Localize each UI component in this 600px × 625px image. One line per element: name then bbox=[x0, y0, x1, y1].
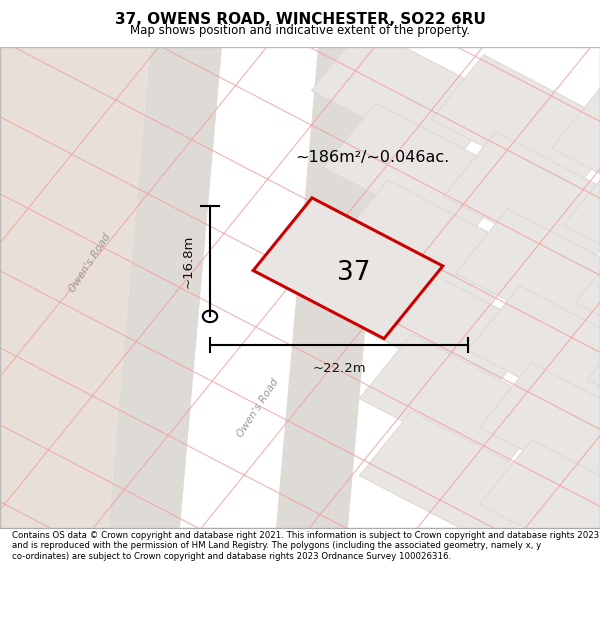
Polygon shape bbox=[359, 411, 553, 549]
Polygon shape bbox=[311, 26, 505, 164]
Polygon shape bbox=[443, 132, 600, 270]
Polygon shape bbox=[455, 209, 600, 347]
Polygon shape bbox=[359, 334, 553, 472]
Text: ~22.2m: ~22.2m bbox=[312, 362, 366, 375]
Text: Owen's Road: Owen's Road bbox=[67, 232, 113, 294]
Polygon shape bbox=[551, 84, 600, 222]
Text: Contains OS data © Crown copyright and database right 2021. This information is : Contains OS data © Crown copyright and d… bbox=[12, 531, 599, 561]
Polygon shape bbox=[276, 47, 390, 528]
Polygon shape bbox=[335, 180, 529, 318]
Polygon shape bbox=[587, 315, 600, 452]
Polygon shape bbox=[479, 363, 600, 501]
Polygon shape bbox=[467, 286, 600, 424]
Polygon shape bbox=[575, 238, 600, 376]
Text: Map shows position and indicative extent of the property.: Map shows position and indicative extent… bbox=[130, 24, 470, 36]
Text: Owen's Road: Owen's Road bbox=[235, 377, 281, 439]
Text: 37: 37 bbox=[337, 260, 371, 286]
Polygon shape bbox=[479, 440, 600, 578]
Text: ~186m²/~0.046ac.: ~186m²/~0.046ac. bbox=[295, 150, 449, 165]
Polygon shape bbox=[431, 55, 600, 193]
Polygon shape bbox=[253, 198, 443, 339]
Polygon shape bbox=[347, 257, 541, 395]
Polygon shape bbox=[0, 47, 150, 528]
Text: ~16.8m: ~16.8m bbox=[182, 234, 195, 288]
Text: 37, OWENS ROAD, WINCHESTER, SO22 6RU: 37, OWENS ROAD, WINCHESTER, SO22 6RU bbox=[115, 12, 485, 27]
Polygon shape bbox=[108, 47, 222, 528]
Polygon shape bbox=[563, 161, 600, 299]
Polygon shape bbox=[323, 103, 517, 241]
